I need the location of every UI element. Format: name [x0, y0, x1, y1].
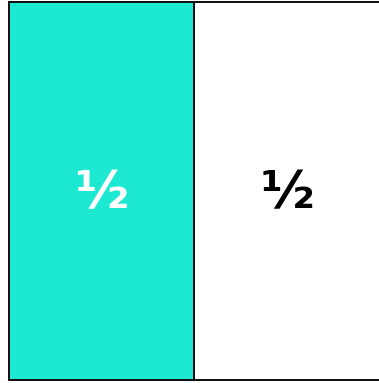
left-half-shaded: ½: [10, 3, 195, 379]
right-half-label: ½: [260, 161, 315, 221]
left-half-label: ½: [75, 161, 129, 221]
right-half-unshaded: ½: [194, 3, 379, 379]
fraction-bar: ½ ½: [8, 1, 379, 381]
